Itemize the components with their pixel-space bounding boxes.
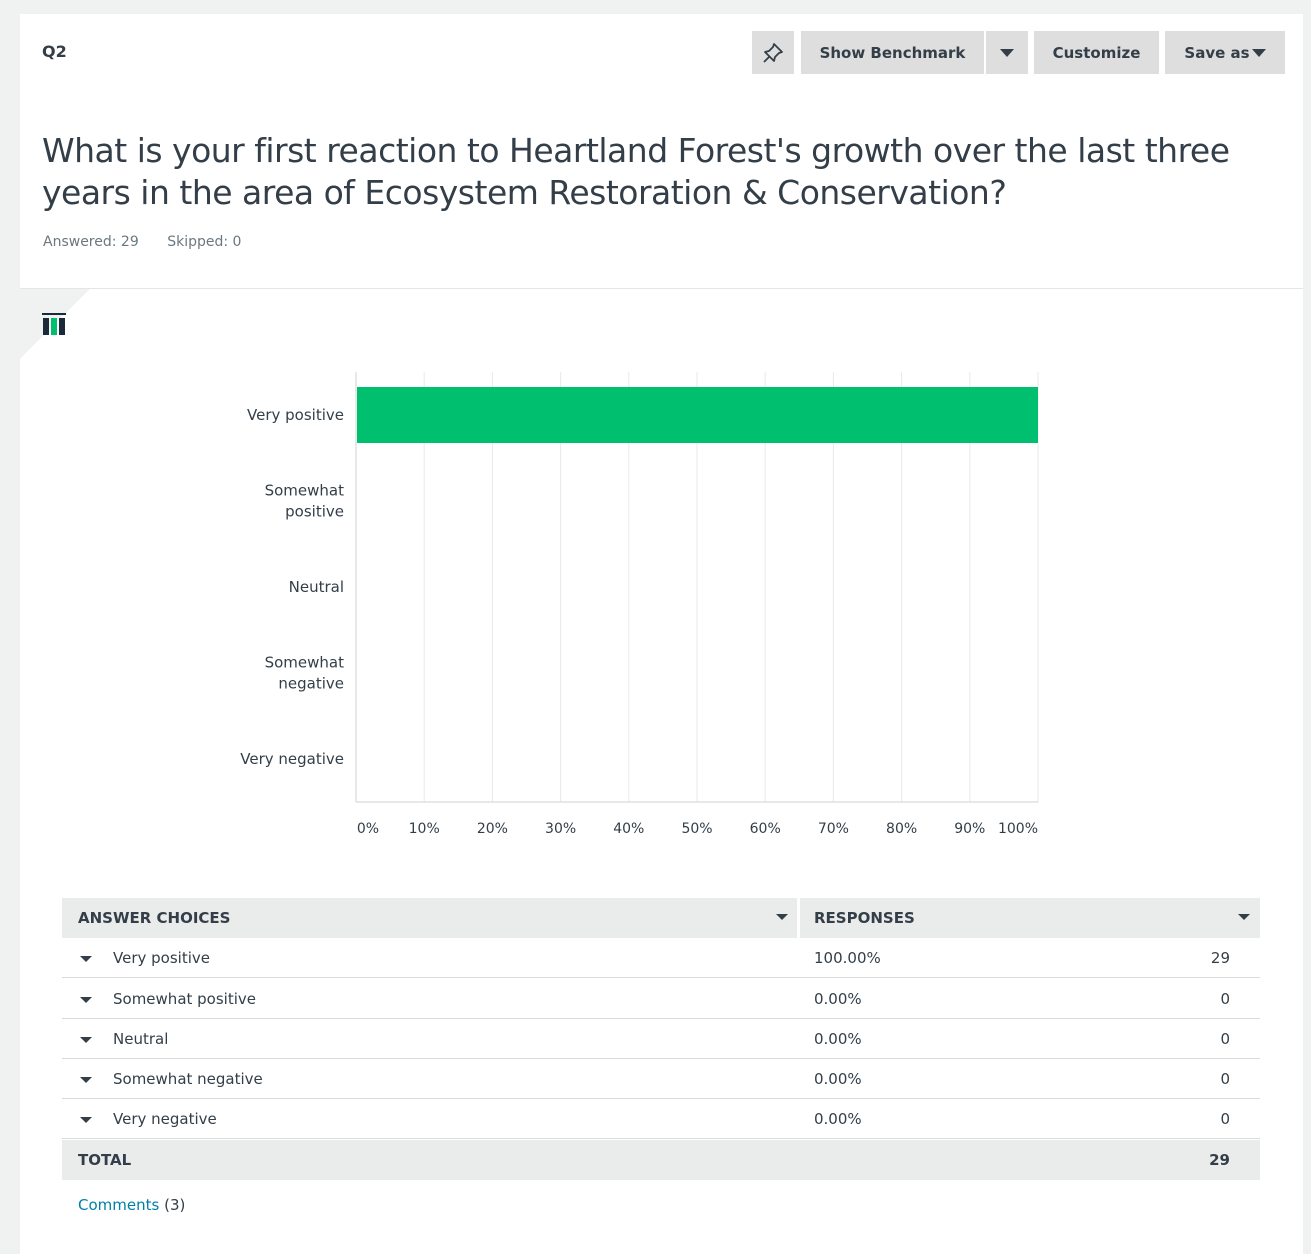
table-row: Very negative 0.00% 0 — [62, 1099, 1260, 1139]
x-tick-label: 50% — [681, 821, 712, 837]
sort-choices-icon[interactable] — [776, 914, 788, 920]
save-as-button[interactable]: Save as — [1165, 31, 1285, 74]
bar — [357, 387, 1038, 443]
comments-count: (3) — [164, 1196, 186, 1214]
answer-choice: Very positive — [113, 949, 210, 967]
category-label-line: Somewhat — [265, 482, 345, 500]
pin-button[interactable] — [752, 31, 794, 74]
x-tick-label: 20% — [477, 821, 508, 837]
answer-choice: Very negative — [113, 1110, 217, 1128]
table-row: Neutral 0.00% 0 — [62, 1019, 1260, 1059]
expand-row-icon[interactable] — [80, 997, 92, 1003]
question-text: What is your first reaction to Heartland… — [42, 131, 1230, 212]
x-tick-label: 0% — [357, 821, 379, 837]
answer-choice: Neutral — [113, 1030, 169, 1048]
response-percent: 0.00% — [814, 1110, 862, 1128]
expand-row-icon[interactable] — [80, 1077, 92, 1083]
divider — [20, 288, 1303, 289]
show-benchmark-button[interactable]: Show Benchmark — [801, 31, 984, 74]
response-count: 0 — [1220, 1110, 1230, 1128]
expand-row-icon[interactable] — [80, 956, 92, 962]
category-label: Somewhat negative — [265, 654, 345, 693]
chevron-down-icon — [1251, 48, 1266, 57]
table-row: Very positive 100.00% 29 — [62, 938, 1260, 978]
category-label-line: Neutral — [289, 578, 344, 596]
x-tick-label: 40% — [613, 821, 644, 837]
category-label: Neutral — [289, 578, 344, 596]
total-count: 29 — [1209, 1151, 1230, 1169]
comments: Comments (3) — [78, 1196, 185, 1214]
benchmark-dropdown-button[interactable] — [986, 31, 1028, 74]
bar-chart: 0% 10% 20% 30% 40% 50% 60% 70% 80% 90% 100% Very po… — [240, 372, 1039, 837]
expand-row-icon[interactable] — [80, 1117, 92, 1123]
chevron-down-icon — [1000, 48, 1014, 57]
save-as-label: Save as — [1184, 43, 1250, 62]
answer-choices-header: ANSWER CHOICES — [78, 909, 231, 927]
category-label-line: positive — [285, 503, 344, 521]
table-row: Somewhat positive 0.00% 0 — [62, 979, 1260, 1019]
response-stats: Answered: 29 Skipped: 0 — [43, 234, 241, 250]
comments-link[interactable]: Comments — [78, 1196, 160, 1214]
response-percent: 100.00% — [814, 949, 881, 967]
x-tick-label: 70% — [818, 821, 849, 837]
category-label: Somewhat positive — [265, 482, 345, 521]
x-tick-label: 60% — [750, 821, 781, 837]
customize-button[interactable]: Customize — [1034, 31, 1159, 74]
total-label: TOTAL — [78, 1151, 132, 1169]
pin-icon — [763, 42, 783, 63]
answer-choice: Somewhat negative — [113, 1070, 263, 1088]
question-number: Q2 — [42, 42, 67, 61]
category-label: Very positive — [247, 406, 344, 424]
header-separator — [797, 898, 800, 938]
category-label-line: Very positive — [247, 406, 344, 424]
responses-header: RESPONSES — [814, 909, 915, 927]
x-tick-label: 90% — [954, 821, 985, 837]
category-label-line: negative — [278, 675, 344, 693]
response-count: 0 — [1220, 1030, 1230, 1048]
response-percent: 0.00% — [814, 1070, 862, 1088]
category-label-line: Somewhat — [265, 654, 345, 672]
response-count: 0 — [1220, 1070, 1230, 1088]
bar-chart-icon[interactable] — [42, 313, 66, 335]
response-count: 29 — [1210, 949, 1230, 967]
sort-responses-icon[interactable] — [1238, 914, 1250, 920]
category-label-line: Very negative — [240, 750, 344, 768]
x-tick-label: 10% — [409, 821, 440, 837]
x-tick-label: 30% — [545, 821, 576, 837]
table-header: ANSWER CHOICES RESPONSES — [62, 898, 1260, 938]
response-count: 0 — [1220, 990, 1230, 1008]
answer-choice: Somewhat positive — [113, 990, 256, 1008]
answered-count: Answered: 29 — [43, 234, 139, 250]
question-card: Q2 Show Benchmark Customize Save as What… — [20, 14, 1303, 1254]
expand-row-icon[interactable] — [80, 1037, 92, 1043]
total-row: TOTAL 29 — [62, 1140, 1260, 1180]
x-tick-label: 80% — [886, 821, 917, 837]
x-tick-label: 100% — [998, 821, 1038, 837]
table-row: Somewhat negative 0.00% 0 — [62, 1059, 1260, 1099]
category-label: Very negative — [240, 750, 344, 768]
response-percent: 0.00% — [814, 990, 862, 1008]
skipped-count: Skipped: 0 — [167, 234, 242, 250]
response-percent: 0.00% — [814, 1030, 862, 1048]
